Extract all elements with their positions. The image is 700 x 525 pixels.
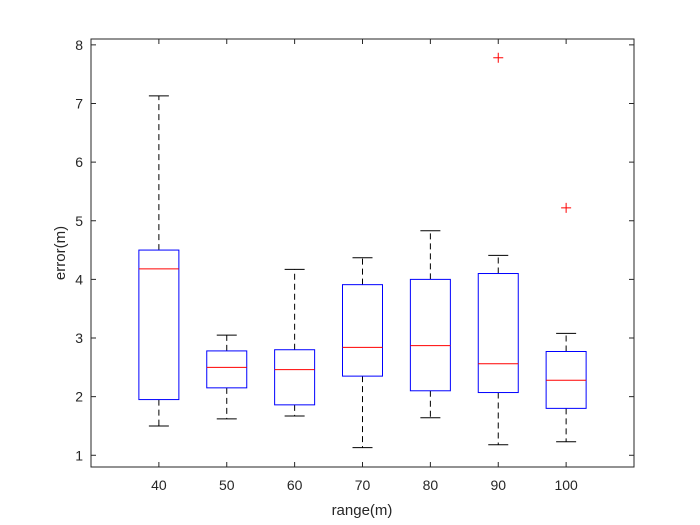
box-50 bbox=[206, 334, 248, 420]
x-axis-label: range(m) bbox=[332, 502, 393, 519]
box-60 bbox=[274, 268, 316, 417]
y-axis: 1 2 3 4 5 6 7 8 bbox=[75, 37, 634, 463]
x-tick-label: 50 bbox=[219, 477, 235, 493]
x-tick-label: 90 bbox=[490, 477, 506, 493]
y-tick-label: 6 bbox=[75, 154, 83, 170]
x-tick-label: 80 bbox=[423, 477, 439, 493]
y-tick-label: 3 bbox=[75, 330, 83, 346]
x-tick-label: 60 bbox=[287, 477, 303, 493]
box-100 bbox=[545, 202, 587, 443]
x-tick-label: 100 bbox=[554, 477, 578, 493]
box-series bbox=[138, 52, 587, 449]
box-40 bbox=[138, 95, 180, 427]
plot-area bbox=[90, 38, 635, 468]
iqr-box bbox=[409, 278, 451, 392]
y-tick-label: 1 bbox=[75, 447, 83, 463]
y-axis-label: error(m) bbox=[52, 226, 69, 280]
y-tick-label: 8 bbox=[75, 37, 83, 53]
iqr-box bbox=[477, 273, 519, 394]
iqr-box bbox=[342, 284, 383, 377]
x-axis: 40 50 60 70 80 90 100 bbox=[151, 39, 578, 493]
box-90 bbox=[477, 52, 519, 446]
y-tick-label: 5 bbox=[75, 213, 83, 229]
x-tick-label: 70 bbox=[355, 477, 371, 493]
iqr-box bbox=[206, 350, 248, 389]
iqr-box bbox=[274, 349, 316, 406]
box-70 bbox=[342, 257, 383, 449]
x-tick-label: 40 bbox=[151, 477, 167, 493]
y-tick-label: 4 bbox=[75, 271, 83, 287]
y-tick-label: 2 bbox=[75, 389, 83, 405]
box-80 bbox=[409, 230, 451, 419]
iqr-box bbox=[138, 249, 180, 401]
y-tick-label: 7 bbox=[75, 95, 83, 111]
